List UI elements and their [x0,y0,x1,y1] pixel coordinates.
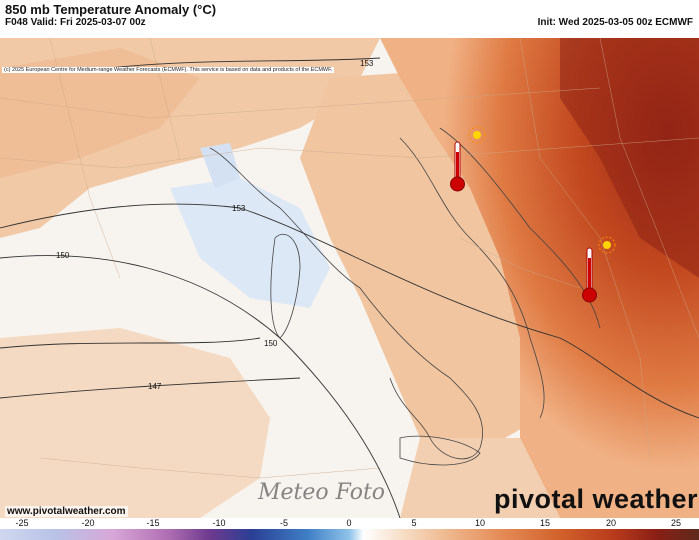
ionian-warm-region [400,438,560,518]
alpine-cool-patch [200,143,240,188]
valid-time: F048 Valid: Fri 2025-03-07 00z [5,17,146,28]
sun-icon [468,126,486,144]
colorbar-label: -20 [81,518,95,528]
sun-icon [598,236,616,254]
contour-label: 153 [360,59,374,68]
colorbar-label: -15 [146,518,160,528]
contour-153-north [109,57,381,69]
colorbar-label: -10 [212,518,226,528]
thermometer-icon [450,141,465,192]
corsica-sardinia [270,233,301,339]
central-cool-region [170,178,330,308]
copyright-notice: (c) 2025 European Centre for Medium-rang… [2,67,335,73]
temperature-anomaly-map: 153 153 150 150 147 (c) 2025 European Ce… [0,38,699,518]
colorbar-label: 20 [605,518,617,528]
meteo-foto-watermark: Meteo Foto [258,480,386,505]
contour-153-south [0,203,699,419]
italy-west-coast [209,147,484,460]
header: 850 mb Temperature Anomaly (°C) F048 Val… [0,0,699,38]
sicily [399,435,481,466]
italy-east-coast [399,137,545,419]
colorbar-label: 15 [539,518,551,528]
website-link[interactable]: www.pivotalweather.com [5,506,128,517]
contour-147 [0,377,301,399]
southwest-mild-region [0,328,270,518]
colorbar-label: 0 [346,518,352,528]
map-canvas: 153 153 150 150 147 [0,38,699,518]
colorbar-label: 25 [670,518,682,528]
contour-150-b [0,337,261,349]
map-title: 850 mb Temperature Anomaly (°C) [5,2,217,17]
colorbar-label: 5 [411,518,417,528]
colorbar: -25 -20 -15 -10 -5 0 5 10 15 20 25 [0,518,699,540]
colorbar-label: -25 [15,518,29,528]
contour-label: 153 [232,204,246,213]
contour-label: 150 [56,251,70,260]
thermometer-icon [582,247,597,303]
contour-labels: 153 153 150 150 147 [56,59,374,391]
colorbar-labels: -25 -20 -15 -10 -5 0 5 10 15 20 25 [0,518,699,529]
brand-logo: pivotal weather [494,484,699,514]
init-time: Init: Wed 2025-03-05 00z ECMWF [537,17,693,28]
colorbar-strip [0,529,699,540]
extreme-hot-core [560,38,699,278]
colorbar-label: 10 [474,518,486,528]
west-warm-patch [0,48,200,178]
contour-150-a [0,255,401,518]
contour-label: 147 [148,382,162,391]
height-contours [0,57,699,518]
contour-label: 150 [264,339,278,348]
colorbar-label: -5 [279,518,289,528]
